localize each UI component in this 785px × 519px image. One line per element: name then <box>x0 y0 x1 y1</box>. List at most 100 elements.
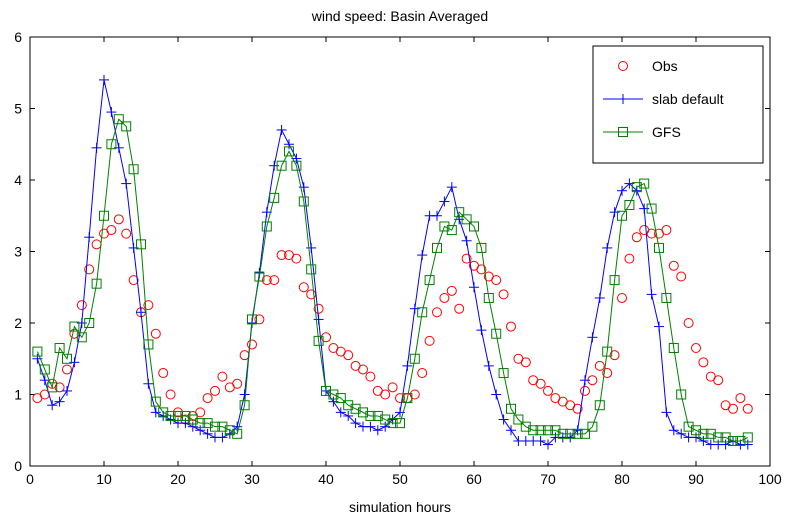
data-point-gfs <box>291 160 302 171</box>
data-point-slab-default <box>239 389 250 400</box>
data-point-gfs <box>187 414 198 425</box>
data-point-gfs <box>691 425 701 436</box>
data-point-gfs <box>247 314 257 325</box>
data-point-gfs <box>587 421 598 432</box>
data-point-obs <box>321 332 331 343</box>
data-point-obs <box>631 232 642 243</box>
data-point-obs <box>210 385 220 396</box>
data-point-obs <box>121 228 132 239</box>
data-point-slab-default <box>587 332 598 343</box>
data-point-gfs <box>646 203 657 214</box>
data-point-obs <box>365 371 376 382</box>
data-point-gfs <box>550 425 561 436</box>
legend-item-gfs: GFS <box>603 124 681 140</box>
data-point-gfs <box>402 393 413 404</box>
data-point-gfs <box>165 410 176 421</box>
x-tick-label: 80 <box>614 471 630 487</box>
data-point-gfs <box>113 114 124 125</box>
data-point-slab-default <box>54 396 65 407</box>
legend-marker-slab-default <box>618 94 628 104</box>
legend-marker-gfs <box>618 127 628 137</box>
data-point-obs <box>624 253 635 264</box>
data-point-slab-default <box>602 242 613 253</box>
data-point-gfs <box>543 425 553 436</box>
data-point-gfs <box>143 339 154 350</box>
data-point-gfs <box>713 432 724 443</box>
data-point-gfs <box>54 343 65 354</box>
data-point-gfs <box>39 364 50 375</box>
data-point-obs <box>535 378 546 389</box>
data-point-slab-default <box>417 250 428 261</box>
data-point-gfs <box>365 410 376 421</box>
data-point-gfs <box>409 353 420 364</box>
data-point-slab-default <box>594 292 605 303</box>
data-point-gfs <box>506 403 516 414</box>
data-point-obs <box>446 285 457 296</box>
data-point-gfs <box>735 435 746 446</box>
data-point-gfs <box>254 271 265 282</box>
data-point-gfs <box>298 196 309 207</box>
data-point-gfs <box>210 421 220 432</box>
legend-box <box>592 45 764 164</box>
data-point-slab-default <box>469 282 479 293</box>
data-point-gfs <box>609 275 620 286</box>
data-point-obs <box>417 368 428 379</box>
data-point-obs <box>269 275 280 286</box>
data-point-obs <box>661 225 672 236</box>
data-point-gfs <box>343 400 354 411</box>
data-point-gfs <box>284 146 294 157</box>
data-point-obs <box>454 303 465 314</box>
data-point-slab-default <box>483 360 494 371</box>
data-point-slab-default <box>284 139 294 150</box>
data-point-slab-default <box>676 428 687 439</box>
data-point-gfs <box>47 382 58 393</box>
data-point-obs <box>202 393 213 404</box>
series-obs <box>32 214 753 425</box>
data-point-gfs <box>424 275 435 286</box>
data-point-slab-default <box>446 182 457 193</box>
data-point-gfs <box>313 335 324 346</box>
data-point-slab-default <box>698 435 709 446</box>
data-point-obs <box>602 368 613 379</box>
data-point-gfs <box>261 221 272 232</box>
data-point-obs <box>432 307 442 318</box>
data-point-gfs <box>136 239 146 250</box>
data-point-gfs <box>565 428 576 439</box>
x-tick-label: 50 <box>392 471 408 487</box>
data-point-obs <box>380 389 391 400</box>
x-tick-label: 100 <box>758 471 782 487</box>
legend-item-obs: Obs <box>618 58 678 74</box>
data-point-gfs <box>720 432 731 443</box>
data-point-gfs <box>202 418 213 429</box>
data-point-obs <box>298 282 309 293</box>
x-tick-label: 30 <box>244 471 260 487</box>
data-point-gfs <box>321 385 331 396</box>
data-point-gfs <box>476 242 487 253</box>
x-tick-label: 90 <box>688 471 704 487</box>
data-point-gfs <box>350 403 361 414</box>
y-tick-label: 5 <box>14 101 22 117</box>
data-point-obs <box>594 360 605 371</box>
legend: Obs slab default GFS <box>592 45 764 164</box>
data-point-slab-default <box>143 378 154 389</box>
data-point-gfs <box>513 414 524 425</box>
data-point-gfs <box>520 421 531 432</box>
data-point-slab-default <box>84 232 95 243</box>
data-point-slab-default <box>47 400 58 411</box>
data-point-gfs <box>232 428 243 439</box>
data-point-obs <box>232 378 243 389</box>
data-point-obs <box>409 389 420 400</box>
x-tick-label: 40 <box>318 471 334 487</box>
data-point-gfs <box>387 418 398 429</box>
data-point-gfs <box>32 346 43 357</box>
data-point-obs <box>580 385 590 396</box>
series-line-gfs <box>36 118 749 442</box>
data-point-gfs <box>557 428 568 439</box>
chart-title: wind speed: Basin Averaged <box>311 8 488 24</box>
data-point-gfs <box>128 164 139 175</box>
data-point-obs <box>520 357 531 368</box>
data-point-slab-default <box>535 435 546 446</box>
data-point-slab-default <box>202 428 213 439</box>
